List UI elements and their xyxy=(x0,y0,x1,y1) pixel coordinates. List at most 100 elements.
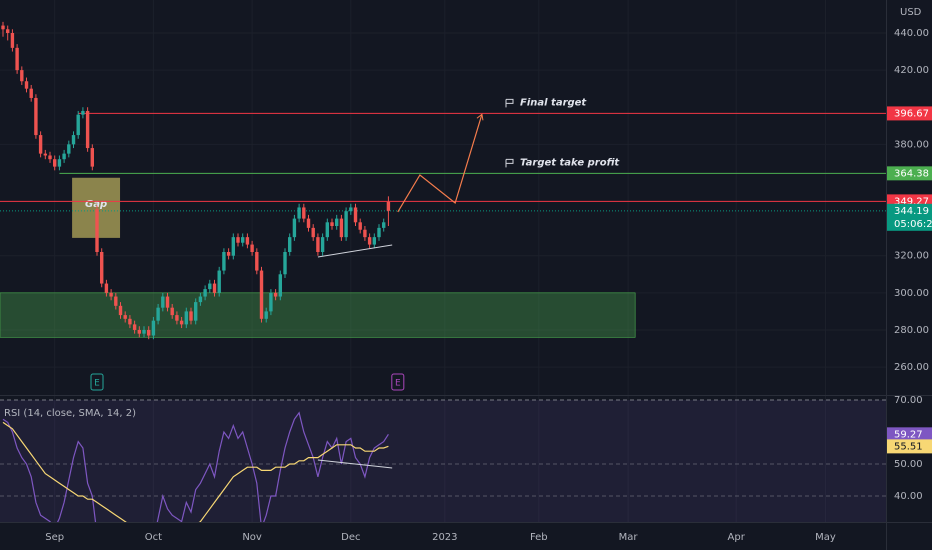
candle-body xyxy=(297,207,301,219)
y-tick-label: 380.00 xyxy=(894,139,929,150)
candle-body xyxy=(386,201,391,211)
candle-body xyxy=(311,227,315,238)
rsi-line xyxy=(2,411,389,522)
rsi-tick-label: 50.00 xyxy=(894,459,923,470)
level-label: 349.27 xyxy=(894,196,929,207)
candle-body xyxy=(10,32,15,48)
countdown: 05:06:22 xyxy=(894,219,932,230)
trendline xyxy=(317,244,393,258)
candle-body xyxy=(189,311,193,321)
candle-body xyxy=(306,218,311,228)
candle-body xyxy=(382,222,386,228)
candle-body xyxy=(156,307,160,321)
candle-body xyxy=(349,207,353,212)
candle-body xyxy=(175,315,179,321)
rsi-trendline xyxy=(317,459,393,469)
candle-body xyxy=(339,218,344,238)
candle-body xyxy=(147,329,151,336)
candle-body xyxy=(132,324,137,330)
candle-body xyxy=(109,292,113,297)
candle-body xyxy=(222,251,226,271)
candle-body xyxy=(1,25,5,30)
candle-body xyxy=(100,251,104,284)
candle-body xyxy=(325,222,330,238)
candle-body xyxy=(85,110,90,149)
candle-body xyxy=(330,222,334,227)
x-tick-label: Apr xyxy=(728,532,746,543)
candle-body xyxy=(137,329,142,334)
candle-body xyxy=(208,283,212,290)
candle-body xyxy=(67,144,71,154)
flag-icon xyxy=(505,98,514,108)
level-label: 396.67 xyxy=(894,108,929,119)
y-tick-label: 260.00 xyxy=(894,362,929,373)
candle-body xyxy=(335,218,339,227)
candle-body xyxy=(372,237,377,245)
y-tick-label: 320.00 xyxy=(894,251,929,262)
x-tick-label: Nov xyxy=(242,532,262,543)
x-tick-label: Feb xyxy=(530,532,548,543)
candle-body xyxy=(316,237,320,252)
current-label-bg xyxy=(887,203,932,231)
candle-body xyxy=(353,207,358,223)
candle-body xyxy=(170,307,174,316)
candle-body xyxy=(203,289,207,297)
rsi-tick-label: 70.00 xyxy=(894,395,923,406)
candle-body xyxy=(259,270,264,319)
event-label: E xyxy=(395,379,401,389)
flag-icon xyxy=(505,158,514,168)
candle-body xyxy=(118,305,123,316)
candle-body xyxy=(179,320,184,325)
rsi-title: RSI (14, close, SMA, 14, 2) xyxy=(4,408,136,419)
candle-body xyxy=(363,229,367,238)
candle-body xyxy=(245,237,250,245)
candle-body xyxy=(302,207,306,219)
candle-body xyxy=(367,237,372,245)
candle-body xyxy=(142,329,146,334)
y-tick-label: 440.00 xyxy=(894,28,929,39)
event-label: E xyxy=(94,379,100,389)
candle-body xyxy=(269,292,273,312)
event-marker xyxy=(391,373,405,391)
candle-body xyxy=(34,97,38,136)
candle-body xyxy=(38,135,43,154)
candle-body xyxy=(255,251,259,271)
x-tick-label: 2023 xyxy=(432,532,457,543)
candle-body xyxy=(212,283,217,293)
x-tick-label: Oct xyxy=(145,532,162,543)
arrow-head xyxy=(476,113,484,121)
candle-body xyxy=(71,135,76,145)
candle-body xyxy=(81,110,85,115)
candle-body xyxy=(123,315,127,319)
level-note: Target take profit xyxy=(520,157,620,168)
level-note: Final target xyxy=(520,97,587,108)
candle-body xyxy=(217,270,221,293)
y-tick-label: 280.00 xyxy=(894,325,929,336)
candle-body xyxy=(250,244,254,252)
rsi-tick-label: 40.00 xyxy=(894,491,923,502)
candle-body xyxy=(283,251,287,275)
candle-body xyxy=(344,211,348,238)
currency: USD xyxy=(900,7,922,18)
x-tick-label: Mar xyxy=(619,532,639,543)
candle-body xyxy=(48,155,52,160)
candle-body xyxy=(320,237,325,252)
rsi-band xyxy=(0,400,886,522)
candle-body xyxy=(57,159,62,167)
level-label: 364.38 xyxy=(894,168,929,179)
candle-body xyxy=(184,311,189,325)
sma-value: 55.51 xyxy=(894,441,923,452)
x-tick-label: Sep xyxy=(45,532,64,543)
candle-body xyxy=(241,237,245,243)
candle-body xyxy=(273,292,278,297)
candle-body xyxy=(104,283,109,293)
projection-path xyxy=(397,114,483,213)
candle-body xyxy=(292,218,297,238)
demand-zone xyxy=(0,292,636,338)
y-tick-label: 420.00 xyxy=(894,65,929,76)
candle-body xyxy=(198,296,203,303)
level-label-bg xyxy=(887,106,932,121)
candle-body xyxy=(377,227,381,238)
